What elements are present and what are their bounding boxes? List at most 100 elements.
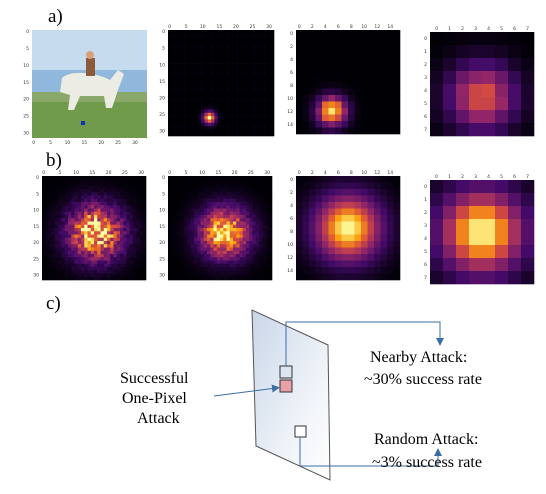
heatmap-cell [97, 185, 101, 190]
heatmap-cell [254, 96, 258, 100]
heatmap-cell [113, 250, 118, 255]
heatmap-cell [220, 247, 224, 252]
heatmap-cell [211, 119, 215, 124]
heatmap-cell [335, 176, 342, 183]
heatmap-cell [74, 257, 79, 261]
heatmap-cell [74, 218, 79, 222]
heatmap-cell [174, 189, 179, 193]
heatmap-cell [236, 211, 240, 216]
heatmap-cell [233, 250, 237, 255]
heatmap-cell [116, 192, 121, 196]
heatmap-cell [239, 205, 244, 209]
heatmap-cell [234, 126, 238, 130]
heatmap-cell [230, 63, 235, 67]
heatmap-cell [197, 270, 201, 274]
heatmap-cell [214, 30, 218, 34]
heatmap-cell [482, 84, 496, 98]
tick-label: 10 [199, 170, 205, 176]
heatmap-cell [224, 109, 228, 114]
heatmap-cell [387, 56, 394, 63]
heatmap-cell [94, 250, 98, 255]
heatmap-cell [126, 267, 131, 271]
heatmap-cell [191, 112, 195, 117]
heatmap-cell [255, 195, 260, 200]
heatmap-cell [129, 208, 134, 213]
heatmap-cell [68, 247, 72, 252]
heatmap-cell [367, 189, 375, 196]
heatmap-cell [113, 224, 118, 229]
heatmap-cell [348, 267, 355, 274]
heatmap-cell [270, 102, 275, 107]
heatmap-cell [354, 30, 362, 37]
tick-label: 7 [424, 127, 427, 133]
heatmap-cell [254, 119, 258, 124]
heatmap-cell [226, 198, 231, 203]
heatmap-cell [236, 185, 240, 190]
heatmap-cell [268, 208, 273, 213]
heatmap-cell [259, 198, 263, 203]
heatmap-cell [51, 228, 56, 232]
heatmap-cell [216, 224, 221, 229]
heatmap-cell [262, 267, 266, 271]
heatmap-cell [456, 193, 470, 207]
tick-label: 15 [216, 24, 222, 30]
heatmap-cell [249, 182, 253, 187]
heatmap-cell [207, 254, 211, 258]
heatmap-cell [136, 185, 140, 190]
heatmap-cell [90, 273, 95, 278]
heatmap-cell [335, 95, 342, 102]
heatmap-cell [380, 260, 388, 268]
heatmap-cell [116, 198, 121, 203]
heatmap-cell [214, 79, 218, 84]
tick-label: 0 [424, 36, 427, 42]
heatmap-cell [227, 126, 232, 130]
heatmap-cell [237, 106, 242, 110]
heatmap-cell [224, 76, 228, 80]
heatmap-cell [224, 53, 228, 57]
heatmap-cell [341, 247, 349, 255]
heatmap-cell [171, 273, 175, 278]
heatmap-cell [200, 267, 205, 271]
heatmap-cell [194, 30, 199, 34]
heatmap-cell [110, 185, 114, 190]
heatmap-cell [482, 206, 496, 220]
heatmap-cell [190, 189, 195, 193]
heatmap-cell [171, 86, 175, 90]
heatmap-cell [97, 241, 101, 245]
heatmap-cell [393, 36, 401, 44]
heatmap-cell [239, 247, 244, 252]
heatmap-cell [240, 129, 245, 133]
heatmap-cell [177, 119, 182, 124]
heatmap-cell [177, 63, 182, 67]
heatmap-cell [184, 247, 188, 252]
heatmap-cell [187, 185, 192, 190]
heatmap-cell [55, 231, 59, 235]
heatmap-cell [74, 195, 79, 200]
heatmap-cell [237, 92, 242, 97]
heatmap-cell [97, 237, 101, 242]
heatmap-cell [217, 39, 222, 44]
heatmap-cell [71, 185, 75, 190]
heatmap-cell [103, 234, 108, 239]
heatmap-cell [87, 176, 92, 180]
heatmap-cell [77, 192, 82, 196]
heatmap-cell [107, 179, 111, 183]
heatmap-cell [367, 121, 375, 128]
heatmap-cell [236, 254, 240, 258]
tick-label: 5 [162, 191, 165, 197]
heatmap-cell [213, 241, 218, 245]
tick-label: 15 [90, 170, 96, 176]
heatmap-cell [230, 66, 235, 71]
heatmap-cell [264, 43, 268, 47]
heatmap-cell [220, 215, 224, 219]
heatmap-cell [204, 129, 209, 133]
heatmap-cell [214, 53, 218, 57]
heatmap-cell [361, 30, 368, 37]
heatmap-cell [233, 202, 237, 206]
heatmap-cell [229, 228, 234, 232]
tick-label: 6 [290, 70, 293, 76]
heatmap-cell [181, 119, 185, 124]
heatmap-cell [495, 110, 509, 124]
heatmap-cell [87, 195, 92, 200]
heatmap-cell [174, 205, 179, 209]
